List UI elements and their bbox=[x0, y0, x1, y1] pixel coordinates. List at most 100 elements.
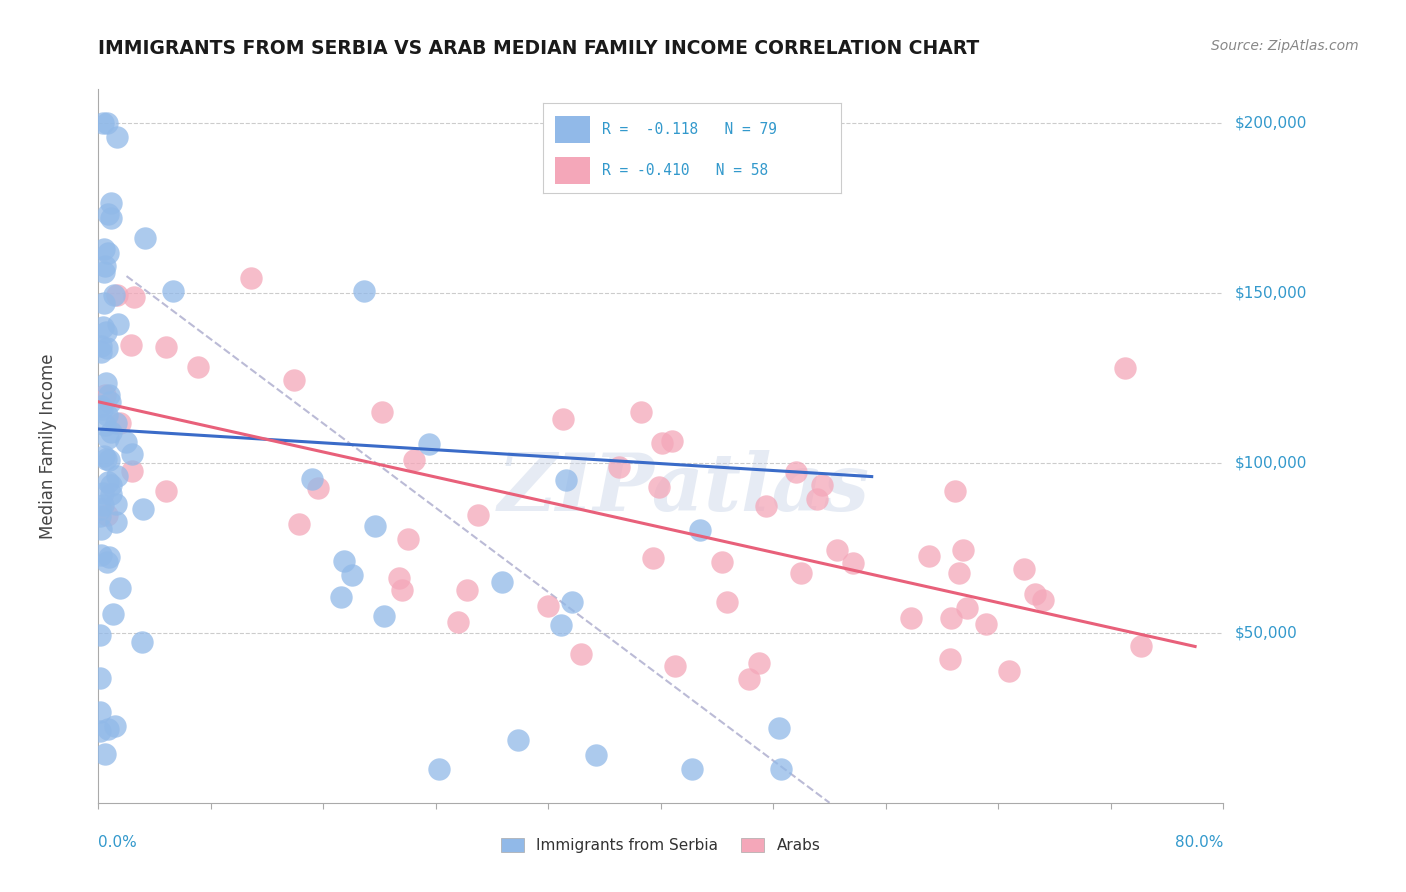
Point bbox=[329, 590, 352, 604]
Point bbox=[131, 635, 153, 649]
Point bbox=[105, 129, 128, 144]
Point bbox=[768, 721, 790, 735]
Point bbox=[100, 478, 122, 492]
Point bbox=[90, 399, 112, 413]
Point bbox=[550, 617, 572, 632]
Point bbox=[938, 652, 960, 666]
Text: Median Family Income: Median Family Income bbox=[39, 353, 56, 539]
Point bbox=[785, 465, 807, 479]
Point bbox=[105, 468, 128, 483]
Point bbox=[955, 600, 977, 615]
Point bbox=[952, 543, 974, 558]
Point bbox=[939, 611, 962, 625]
Point bbox=[155, 340, 177, 354]
Point bbox=[91, 116, 114, 130]
Point bbox=[89, 628, 111, 642]
Point bbox=[90, 548, 112, 562]
Point bbox=[93, 265, 115, 279]
Point bbox=[96, 342, 118, 356]
Point bbox=[162, 284, 184, 298]
Point bbox=[508, 733, 530, 747]
Point bbox=[716, 595, 738, 609]
Point bbox=[841, 556, 863, 570]
Point bbox=[388, 571, 411, 585]
Point bbox=[333, 554, 356, 568]
Point bbox=[711, 556, 734, 570]
Point bbox=[630, 404, 652, 418]
Point bbox=[105, 288, 128, 302]
Point bbox=[121, 447, 143, 461]
Point bbox=[108, 416, 131, 430]
Point bbox=[89, 508, 111, 523]
Point bbox=[537, 599, 560, 613]
Point bbox=[89, 724, 111, 739]
Point bbox=[90, 522, 112, 536]
Point bbox=[1114, 360, 1136, 375]
Point bbox=[681, 762, 703, 776]
Point bbox=[155, 483, 177, 498]
Text: 0.0%: 0.0% bbox=[98, 835, 138, 850]
Point bbox=[900, 611, 922, 625]
Point bbox=[96, 452, 118, 467]
Point bbox=[825, 543, 848, 558]
Point bbox=[93, 296, 115, 310]
Point bbox=[353, 284, 375, 298]
Point bbox=[418, 437, 440, 451]
Point bbox=[371, 405, 394, 419]
Point bbox=[94, 747, 117, 761]
Point bbox=[89, 671, 111, 685]
Point bbox=[974, 617, 997, 632]
Point bbox=[402, 452, 425, 467]
Point bbox=[94, 259, 117, 273]
Point bbox=[105, 497, 128, 511]
Point bbox=[948, 566, 970, 580]
Point bbox=[89, 502, 111, 516]
Point bbox=[307, 481, 329, 495]
Point bbox=[769, 762, 792, 776]
Point bbox=[97, 475, 120, 490]
Point bbox=[1012, 562, 1035, 576]
Point bbox=[91, 402, 114, 417]
Point bbox=[755, 499, 778, 513]
Point bbox=[607, 459, 630, 474]
Point bbox=[105, 515, 128, 529]
Point bbox=[340, 568, 363, 582]
Point bbox=[103, 288, 125, 302]
Legend: Immigrants from Serbia, Arabs: Immigrants from Serbia, Arabs bbox=[495, 832, 827, 859]
Point bbox=[89, 705, 111, 719]
Point bbox=[391, 582, 413, 597]
Text: $50,000: $50,000 bbox=[1234, 625, 1298, 640]
Point bbox=[94, 325, 117, 339]
Point bbox=[664, 658, 686, 673]
Point bbox=[806, 492, 828, 507]
Point bbox=[91, 499, 114, 513]
Point bbox=[918, 549, 941, 563]
Text: ZIPatlas: ZIPatlas bbox=[498, 450, 869, 527]
Point bbox=[811, 478, 834, 492]
Point bbox=[100, 195, 122, 210]
Text: Source: ZipAtlas.com: Source: ZipAtlas.com bbox=[1211, 39, 1358, 54]
Point bbox=[101, 607, 124, 621]
Point bbox=[96, 508, 118, 522]
Point bbox=[90, 344, 112, 359]
Point bbox=[91, 320, 114, 334]
Text: 80.0%: 80.0% bbox=[1175, 835, 1223, 850]
Point bbox=[561, 595, 583, 609]
Point bbox=[132, 501, 155, 516]
Point bbox=[373, 608, 395, 623]
Point bbox=[585, 747, 607, 762]
Point bbox=[447, 615, 470, 630]
Point bbox=[97, 207, 120, 221]
Point bbox=[427, 762, 450, 776]
Point bbox=[96, 555, 118, 569]
Point bbox=[641, 551, 664, 566]
Point bbox=[661, 434, 683, 448]
Point bbox=[94, 418, 117, 433]
Point bbox=[569, 647, 592, 661]
Point bbox=[94, 388, 117, 402]
Point bbox=[100, 211, 122, 226]
Point bbox=[97, 723, 120, 737]
Point bbox=[790, 566, 813, 580]
Point bbox=[288, 517, 311, 532]
Point bbox=[553, 411, 575, 425]
